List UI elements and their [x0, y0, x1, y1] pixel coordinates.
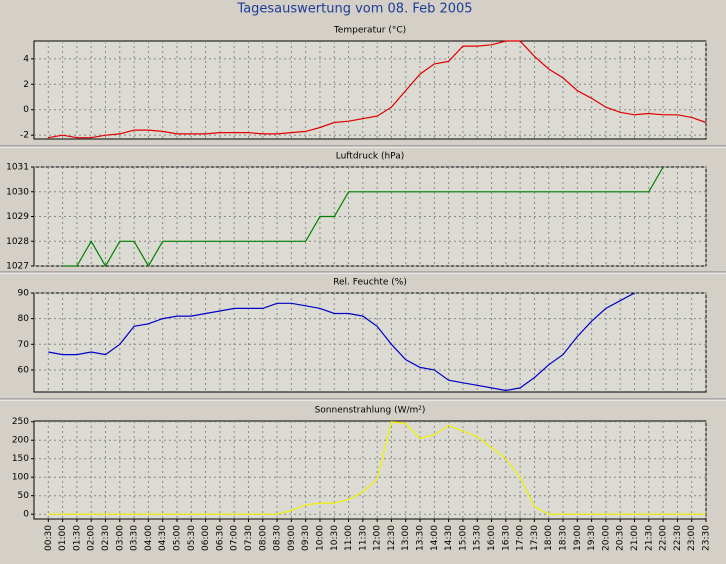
- x-tick-label: 06:30: [215, 525, 225, 551]
- x-tick-label: 07:00: [230, 525, 240, 551]
- x-tick-label: 10:30: [330, 525, 340, 551]
- plot-area: [33, 420, 707, 520]
- x-tick-label: 05:30: [187, 525, 197, 551]
- x-tick-label: 03:30: [130, 525, 140, 551]
- x-tick-label: 20:00: [601, 525, 611, 551]
- x-tick-label: 09:30: [301, 525, 311, 551]
- x-tick-label: 18:00: [544, 525, 554, 551]
- y-tick-label: 2: [23, 80, 29, 90]
- y-tick-label: 250: [12, 417, 29, 427]
- x-tick-label: 15:00: [458, 525, 468, 551]
- x-tick-label: 01:00: [58, 525, 68, 551]
- plot-area: [33, 40, 707, 140]
- x-tick-label: 15:30: [473, 525, 483, 551]
- y-tick-label: 0: [23, 105, 29, 115]
- x-tick-label: 02:30: [101, 525, 111, 551]
- x-tick-label: 09:00: [287, 525, 297, 551]
- data-line: [48, 40, 707, 139]
- data-line: [62, 166, 664, 268]
- x-tick-label: 00:30: [44, 525, 54, 551]
- x-tick-label: 04:00: [144, 525, 154, 551]
- x-tick-label: 05:00: [172, 525, 182, 551]
- x-tick-label: 21:00: [630, 525, 640, 551]
- x-tick-label: 19:00: [573, 525, 583, 551]
- x-tick-label: 08:00: [258, 525, 268, 551]
- x-tick-label: 23:30: [702, 525, 712, 551]
- data-line: [48, 421, 706, 515]
- y-tick-label: 1029: [6, 212, 29, 222]
- x-tick-label: 13:30: [416, 525, 426, 551]
- y-tick-label: 50: [18, 491, 30, 501]
- x-tick-label: 11:00: [344, 525, 354, 551]
- x-tick-label: 11:30: [358, 525, 368, 551]
- x-tick-label: 16:00: [487, 525, 497, 551]
- x-tick-label: 07:30: [244, 525, 254, 551]
- x-tick-label: 13:00: [401, 525, 411, 551]
- y-tick-label: 100: [12, 473, 29, 483]
- x-tick-label: 19:30: [587, 525, 597, 551]
- y-tick-label: 1027: [6, 262, 29, 272]
- data-line: [48, 292, 635, 392]
- y-tick-label: 0: [23, 510, 29, 520]
- y-tick-label: 150: [12, 454, 29, 464]
- x-tick-label: 20:30: [616, 525, 626, 551]
- x-tick-label: 14:00: [430, 525, 440, 551]
- x-tick-label: 06:00: [201, 525, 211, 551]
- y-tick-label: 200: [12, 436, 29, 446]
- panel-title: Sonnenstrahlung (W/m²): [315, 406, 426, 416]
- panel-title: Temperatur (°C): [333, 26, 406, 36]
- y-tick-label: 70: [18, 340, 30, 350]
- x-tick-label: 16:30: [501, 525, 511, 551]
- x-tick-label: 12:30: [387, 525, 397, 551]
- x-tick-label: 02:00: [87, 525, 97, 551]
- x-tick-label: 08:30: [273, 525, 283, 551]
- chart-title: Tagesauswertung vom 08. Feb 2005: [236, 2, 472, 17]
- y-tick-label: 1030: [6, 187, 29, 197]
- x-tick-label: 22:30: [673, 525, 683, 551]
- y-tick-label: 60: [18, 365, 30, 375]
- y-tick-label: 80: [18, 314, 30, 324]
- y-tick-label: -2: [20, 131, 29, 141]
- x-tick-label: 21:30: [644, 525, 654, 551]
- y-tick-label: 1028: [6, 237, 29, 247]
- x-tick-label: 01:30: [72, 525, 82, 551]
- x-tick-label: 04:30: [158, 525, 168, 551]
- x-tick-label: 14:30: [444, 525, 454, 551]
- x-tick-label: 17:00: [516, 525, 526, 551]
- x-tick-label: 22:00: [659, 525, 669, 551]
- x-tick-label: 18:30: [559, 525, 569, 551]
- x-tick-label: 23:00: [687, 525, 697, 551]
- plot-area: [33, 292, 707, 393]
- y-tick-label: 4: [23, 54, 29, 64]
- x-tick-label: 10:00: [315, 525, 325, 551]
- x-tick-label: 03:00: [115, 525, 125, 551]
- x-tick-label: 17:30: [530, 525, 540, 551]
- y-tick-label: 90: [18, 289, 30, 299]
- panel-title: Rel. Feuchte (%): [333, 278, 407, 288]
- y-tick-label: 1031: [6, 163, 29, 173]
- x-tick-label: 12:00: [373, 525, 383, 551]
- panel-title: Luftdruck (hPa): [336, 152, 405, 162]
